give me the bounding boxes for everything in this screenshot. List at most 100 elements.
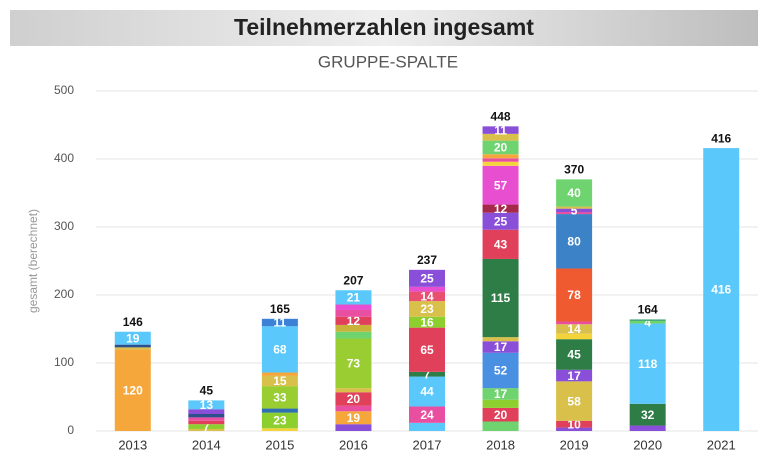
bar-segment	[261, 375, 298, 387]
segment-label: 5	[571, 204, 578, 218]
bar-segment	[556, 179, 593, 207]
bar-segment	[261, 412, 298, 429]
bar-segment	[703, 148, 740, 431]
bar-segment	[335, 304, 372, 310]
bar-segment	[188, 409, 225, 414]
bar-segment	[482, 388, 519, 400]
bar-segment	[556, 208, 593, 213]
title-banner	[10, 10, 758, 46]
bar-segment	[409, 376, 445, 407]
bar-segment	[261, 408, 298, 413]
segment-label: 7	[203, 420, 210, 434]
segment-label: 416	[711, 283, 731, 297]
bar-segment	[188, 400, 225, 410]
bar-segment	[335, 411, 372, 425]
bar-segment	[261, 428, 298, 431]
total-label: 448	[491, 110, 511, 124]
segment-label: 11	[494, 123, 507, 137]
bar-segment	[629, 320, 666, 324]
segment-label: 19	[347, 411, 361, 425]
bar-segment	[482, 337, 519, 342]
bar-segment	[335, 290, 372, 305]
segment-label: 120	[123, 383, 143, 397]
bar-segment	[482, 154, 519, 159]
bar-segment	[335, 309, 372, 317]
segment-label: 20	[347, 392, 361, 406]
bar-segment	[261, 318, 298, 327]
segment-label: 57	[494, 178, 508, 192]
segment-label: 19	[126, 331, 140, 345]
bar-segment	[188, 417, 225, 421]
bar-segment	[409, 286, 445, 292]
y-tick-label: 100	[54, 355, 74, 369]
segment-label: 15	[273, 374, 287, 388]
segment-label: 33	[273, 391, 287, 405]
y-tick-label: 500	[54, 83, 74, 97]
x-tick-label: 2020	[633, 437, 662, 452]
bar-segment	[629, 319, 666, 321]
x-tick-label: 2014	[192, 437, 221, 452]
bar-segment	[409, 422, 445, 431]
bar-segment	[188, 414, 225, 418]
segment-label: 25	[494, 214, 508, 228]
bar-segment	[629, 403, 666, 426]
y-axis-label: gesamt (berechnet)	[26, 209, 40, 313]
bar-segment	[335, 405, 372, 412]
segment-label: 118	[638, 357, 658, 371]
segment-label: 11	[274, 316, 287, 330]
bar-segment	[409, 301, 445, 317]
bar-segment	[409, 327, 445, 372]
x-tick-label: 2018	[486, 437, 515, 452]
segment-label: 12	[494, 202, 508, 216]
segment-label: 17	[494, 387, 508, 401]
total-label: 146	[123, 315, 143, 329]
bar-segment	[482, 133, 519, 141]
segment-label: 78	[567, 288, 581, 302]
bar-segment	[409, 406, 445, 423]
total-label: 165	[270, 302, 290, 316]
segment-label: 21	[347, 291, 361, 305]
bar-segment	[261, 386, 298, 409]
y-tick-label: 0	[67, 423, 74, 437]
segment-label: 4	[644, 315, 651, 329]
segment-label: 80	[567, 234, 581, 248]
bar-segment	[114, 349, 151, 431]
segment-label: 16	[420, 315, 434, 329]
bar-segment	[556, 427, 593, 431]
x-tick-label: 2017	[413, 437, 442, 452]
bar-segment	[482, 229, 519, 259]
bar-segment	[482, 407, 519, 422]
bar-segment	[188, 428, 225, 431]
bar-segment	[409, 316, 445, 328]
bar-segment	[335, 338, 372, 389]
bar-segment	[556, 206, 593, 209]
bar-segment	[335, 316, 372, 325]
bar-segment	[335, 324, 372, 332]
bar-segment	[556, 214, 593, 269]
total-label: 237	[417, 253, 437, 267]
bar-segment	[335, 331, 372, 339]
bar-segment	[556, 381, 593, 421]
segment-label: 23	[420, 302, 434, 316]
segment-label: 43	[494, 238, 508, 252]
bar-segment	[261, 372, 298, 376]
segment-label: 23	[273, 414, 287, 428]
chart-subtitle: GRUPPE-SPALTE	[318, 52, 458, 71]
segment-label: 52	[494, 364, 508, 378]
bar-segment	[482, 140, 519, 155]
bar-segment	[629, 425, 666, 431]
bar-segment	[482, 352, 519, 389]
bar-segment	[409, 269, 445, 287]
bar-segment	[114, 347, 151, 350]
bar-segment	[556, 420, 593, 428]
bar-segment	[482, 212, 519, 230]
x-tick-label: 2021	[707, 437, 736, 452]
bar-segment	[556, 321, 593, 325]
bar-segment	[482, 258, 519, 338]
bar-segment	[482, 126, 519, 134]
segment-label: 24	[420, 408, 434, 422]
x-tick-label: 2013	[118, 437, 147, 452]
bar-segment	[114, 344, 151, 348]
x-tick-label: 2019	[560, 437, 589, 452]
total-label: 45	[200, 384, 214, 398]
